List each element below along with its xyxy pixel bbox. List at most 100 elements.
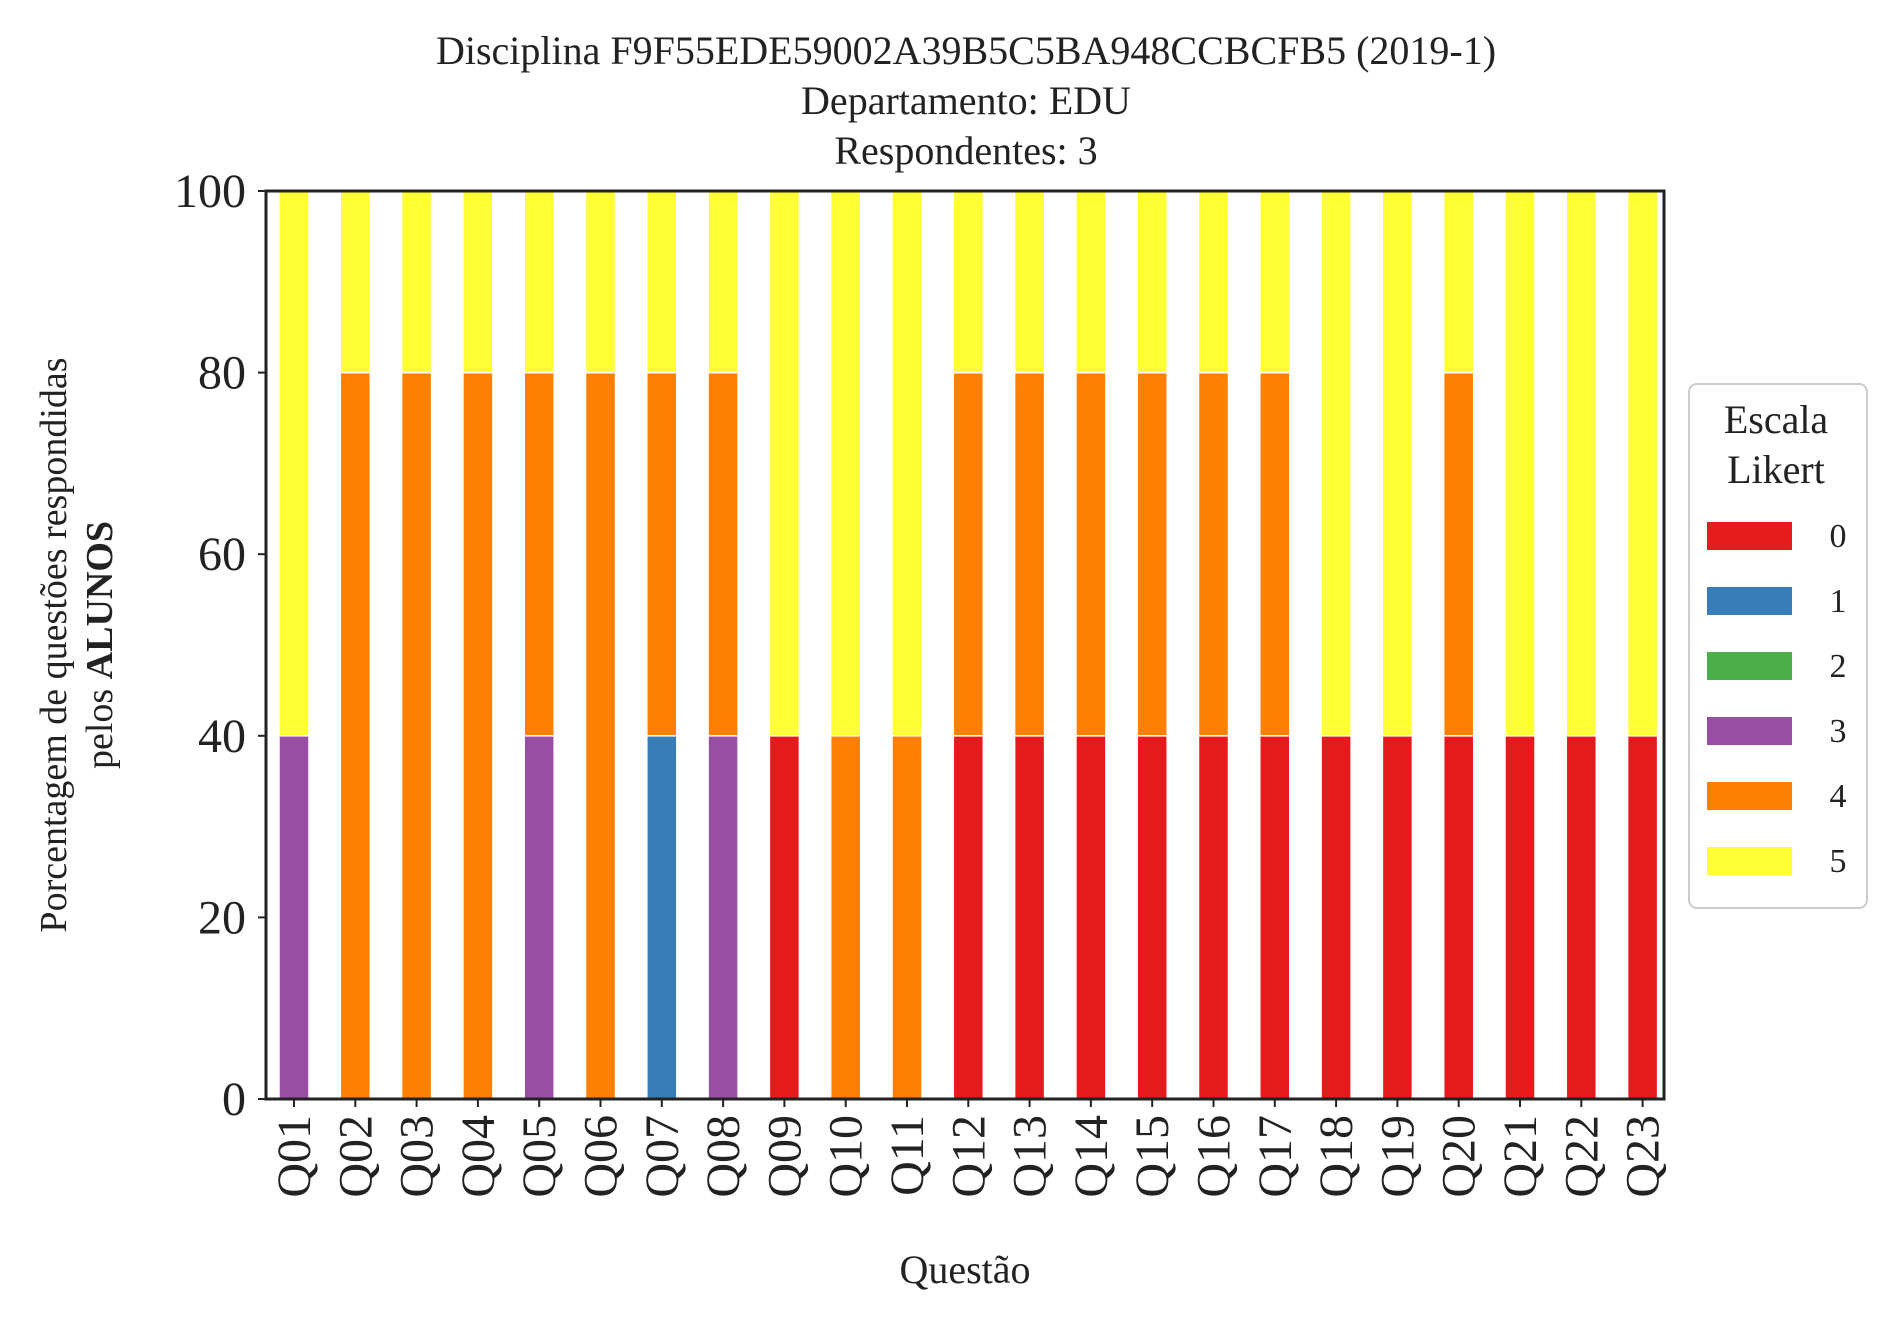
y-tick-label: 80 bbox=[198, 347, 246, 400]
bar-segment-q05-scale-4 bbox=[523, 371, 555, 737]
bar-segment-q12-scale-5 bbox=[952, 190, 985, 374]
x-tick-label-q11: Q11 bbox=[881, 1115, 934, 1196]
x-tick-label-q21: Q21 bbox=[1494, 1115, 1547, 1198]
bar-segment-q23-scale-0 bbox=[1626, 735, 1659, 1100]
bar-segment-q16-scale-4 bbox=[1197, 371, 1230, 737]
bar-segment-q10-scale-5 bbox=[829, 190, 862, 737]
x-tick-label-q16: Q16 bbox=[1188, 1115, 1241, 1198]
bar-segment-q18-scale-0 bbox=[1320, 735, 1352, 1100]
bar-segment-q01-scale-5 bbox=[278, 190, 310, 737]
bar-segment-q01-scale-3 bbox=[278, 735, 310, 1100]
y-axis-label: Porcentagem de questões respondidas pelo… bbox=[33, 357, 121, 932]
legend-swatch-0 bbox=[1707, 522, 1792, 550]
legend-swatch-3 bbox=[1707, 717, 1792, 745]
legend-swatch-1 bbox=[1707, 587, 1792, 615]
bar-segment-q07-scale-1 bbox=[646, 735, 678, 1100]
bar-segment-q15-scale-0 bbox=[1136, 735, 1168, 1100]
x-tick-label-q20: Q20 bbox=[1433, 1115, 1486, 1198]
bar-segment-q02-scale-5 bbox=[339, 190, 372, 374]
bar-segment-q16-scale-0 bbox=[1197, 735, 1230, 1100]
bar-segment-q07-scale-4 bbox=[646, 371, 678, 737]
legend-title-line-2: Likert bbox=[1727, 447, 1825, 492]
bar-segment-q18-scale-5 bbox=[1320, 190, 1352, 737]
y-axis-label-line-2-prefix: pelos bbox=[79, 679, 121, 769]
x-tick-label-q22: Q22 bbox=[1555, 1115, 1608, 1198]
bar-segment-q15-scale-5 bbox=[1136, 190, 1168, 374]
bar-segment-q03-scale-5 bbox=[400, 190, 433, 374]
x-tick-label-q12: Q12 bbox=[942, 1115, 995, 1198]
x-tick-label-q02: Q02 bbox=[329, 1115, 382, 1198]
bar-segment-q21-scale-5 bbox=[1504, 190, 1536, 737]
bar-segment-q05-scale-5 bbox=[523, 190, 555, 374]
legend-label-4: 4 bbox=[1830, 778, 1847, 815]
x-tick-label-q17: Q17 bbox=[1249, 1115, 1302, 1198]
plot-bars bbox=[278, 190, 1659, 1100]
bar-segment-q08-scale-5 bbox=[707, 190, 739, 374]
bar-segment-q04-scale-4 bbox=[462, 371, 494, 1100]
bar-segment-q04-scale-5 bbox=[462, 190, 494, 374]
y-tick-label: 60 bbox=[198, 528, 246, 581]
bar-segment-q11-scale-4 bbox=[891, 735, 923, 1100]
bar-segment-q14-scale-5 bbox=[1075, 190, 1107, 374]
bar-segment-q08-scale-4 bbox=[707, 371, 739, 737]
x-axis-ticks: Q01 Q02 Q03 Q04 Q05 Q06 Q07 Q08 Q09 Q10 Q11 Q12 Q13 Q… bbox=[268, 1099, 1670, 1198]
plot-frame bbox=[264, 189, 1666, 1101]
x-tick-label-q01: Q01 bbox=[268, 1115, 321, 1198]
bar-segment-q23-scale-5 bbox=[1626, 190, 1659, 737]
bar-segment-q16-scale-5 bbox=[1197, 190, 1230, 374]
chart-title-line-3: Respondentes: 3 bbox=[834, 128, 1097, 173]
bar-segment-q20-scale-5 bbox=[1442, 190, 1475, 374]
x-tick-label-q14: Q14 bbox=[1065, 1115, 1118, 1198]
x-tick-label-q09: Q09 bbox=[758, 1115, 811, 1198]
bar-segment-q06-scale-4 bbox=[584, 371, 617, 1100]
bar-segment-q03-scale-4 bbox=[400, 371, 433, 1100]
legend-label-5: 5 bbox=[1830, 843, 1847, 880]
bar-segment-q21-scale-0 bbox=[1504, 735, 1536, 1100]
bar-segment-q07-scale-5 bbox=[646, 190, 678, 374]
x-tick-label-q08: Q08 bbox=[697, 1115, 750, 1198]
chart-title-line-2: Departamento: EDU bbox=[801, 78, 1131, 123]
bar-segment-q17-scale-5 bbox=[1259, 190, 1291, 374]
x-tick-label-q10: Q10 bbox=[820, 1115, 873, 1198]
chart-title: Disciplina F9F55EDE59002A39B5C5BA948CCBC… bbox=[436, 28, 1496, 173]
bar-segment-q13-scale-4 bbox=[1013, 371, 1046, 737]
bar-segment-q13-scale-0 bbox=[1013, 735, 1046, 1100]
bar-segment-q19-scale-0 bbox=[1381, 735, 1414, 1100]
legend-label-1: 1 bbox=[1830, 583, 1847, 620]
bar-segment-q10-scale-4 bbox=[829, 735, 862, 1100]
legend-label-3: 3 bbox=[1830, 713, 1847, 750]
legend-frame bbox=[1688, 383, 1868, 909]
bar-segment-q14-scale-4 bbox=[1075, 371, 1107, 737]
y-axis-label-line-2-bold: ALUNOS bbox=[79, 521, 121, 679]
bar-segment-q12-scale-0 bbox=[952, 735, 985, 1100]
y-axis-label-line-1: Porcentagem de questões respondidas bbox=[33, 357, 75, 932]
y-tick-label: 0 bbox=[222, 1073, 246, 1126]
bar-segment-q22-scale-5 bbox=[1565, 190, 1598, 737]
legend-swatch-5 bbox=[1707, 847, 1792, 875]
bar-segment-q05-scale-3 bbox=[523, 735, 555, 1100]
bar-segment-q09-scale-5 bbox=[768, 190, 801, 737]
y-axis-ticks: 0 20 40 60 80 100 bbox=[174, 165, 266, 1126]
legend-swatch-2 bbox=[1707, 652, 1792, 680]
x-tick-label-q19: Q19 bbox=[1371, 1115, 1424, 1198]
bar-segment-q22-scale-0 bbox=[1565, 735, 1598, 1100]
x-tick-label-q07: Q07 bbox=[636, 1115, 689, 1198]
legend-label-0: 0 bbox=[1830, 518, 1847, 555]
bar-segment-q14-scale-0 bbox=[1075, 735, 1107, 1100]
y-tick-label: 20 bbox=[198, 891, 246, 944]
bar-segment-q02-scale-4 bbox=[339, 371, 372, 1100]
x-tick-label-q04: Q04 bbox=[452, 1115, 505, 1198]
bar-segment-q17-scale-0 bbox=[1259, 735, 1291, 1100]
chart-title-line-1: Disciplina F9F55EDE59002A39B5C5BA948CCBC… bbox=[436, 28, 1496, 73]
bar-segment-q19-scale-5 bbox=[1381, 190, 1414, 737]
bar-segment-q20-scale-4 bbox=[1442, 371, 1475, 737]
x-tick-label-q13: Q13 bbox=[1004, 1115, 1057, 1198]
bar-segment-q06-scale-5 bbox=[584, 190, 617, 374]
bar-segment-q12-scale-4 bbox=[952, 371, 985, 737]
x-tick-label-q18: Q18 bbox=[1310, 1115, 1363, 1198]
y-tick-label: 40 bbox=[198, 710, 246, 763]
legend-label-2: 2 bbox=[1830, 648, 1847, 685]
bar-segment-q15-scale-4 bbox=[1136, 371, 1168, 737]
x-tick-label-q15: Q15 bbox=[1126, 1115, 1179, 1198]
